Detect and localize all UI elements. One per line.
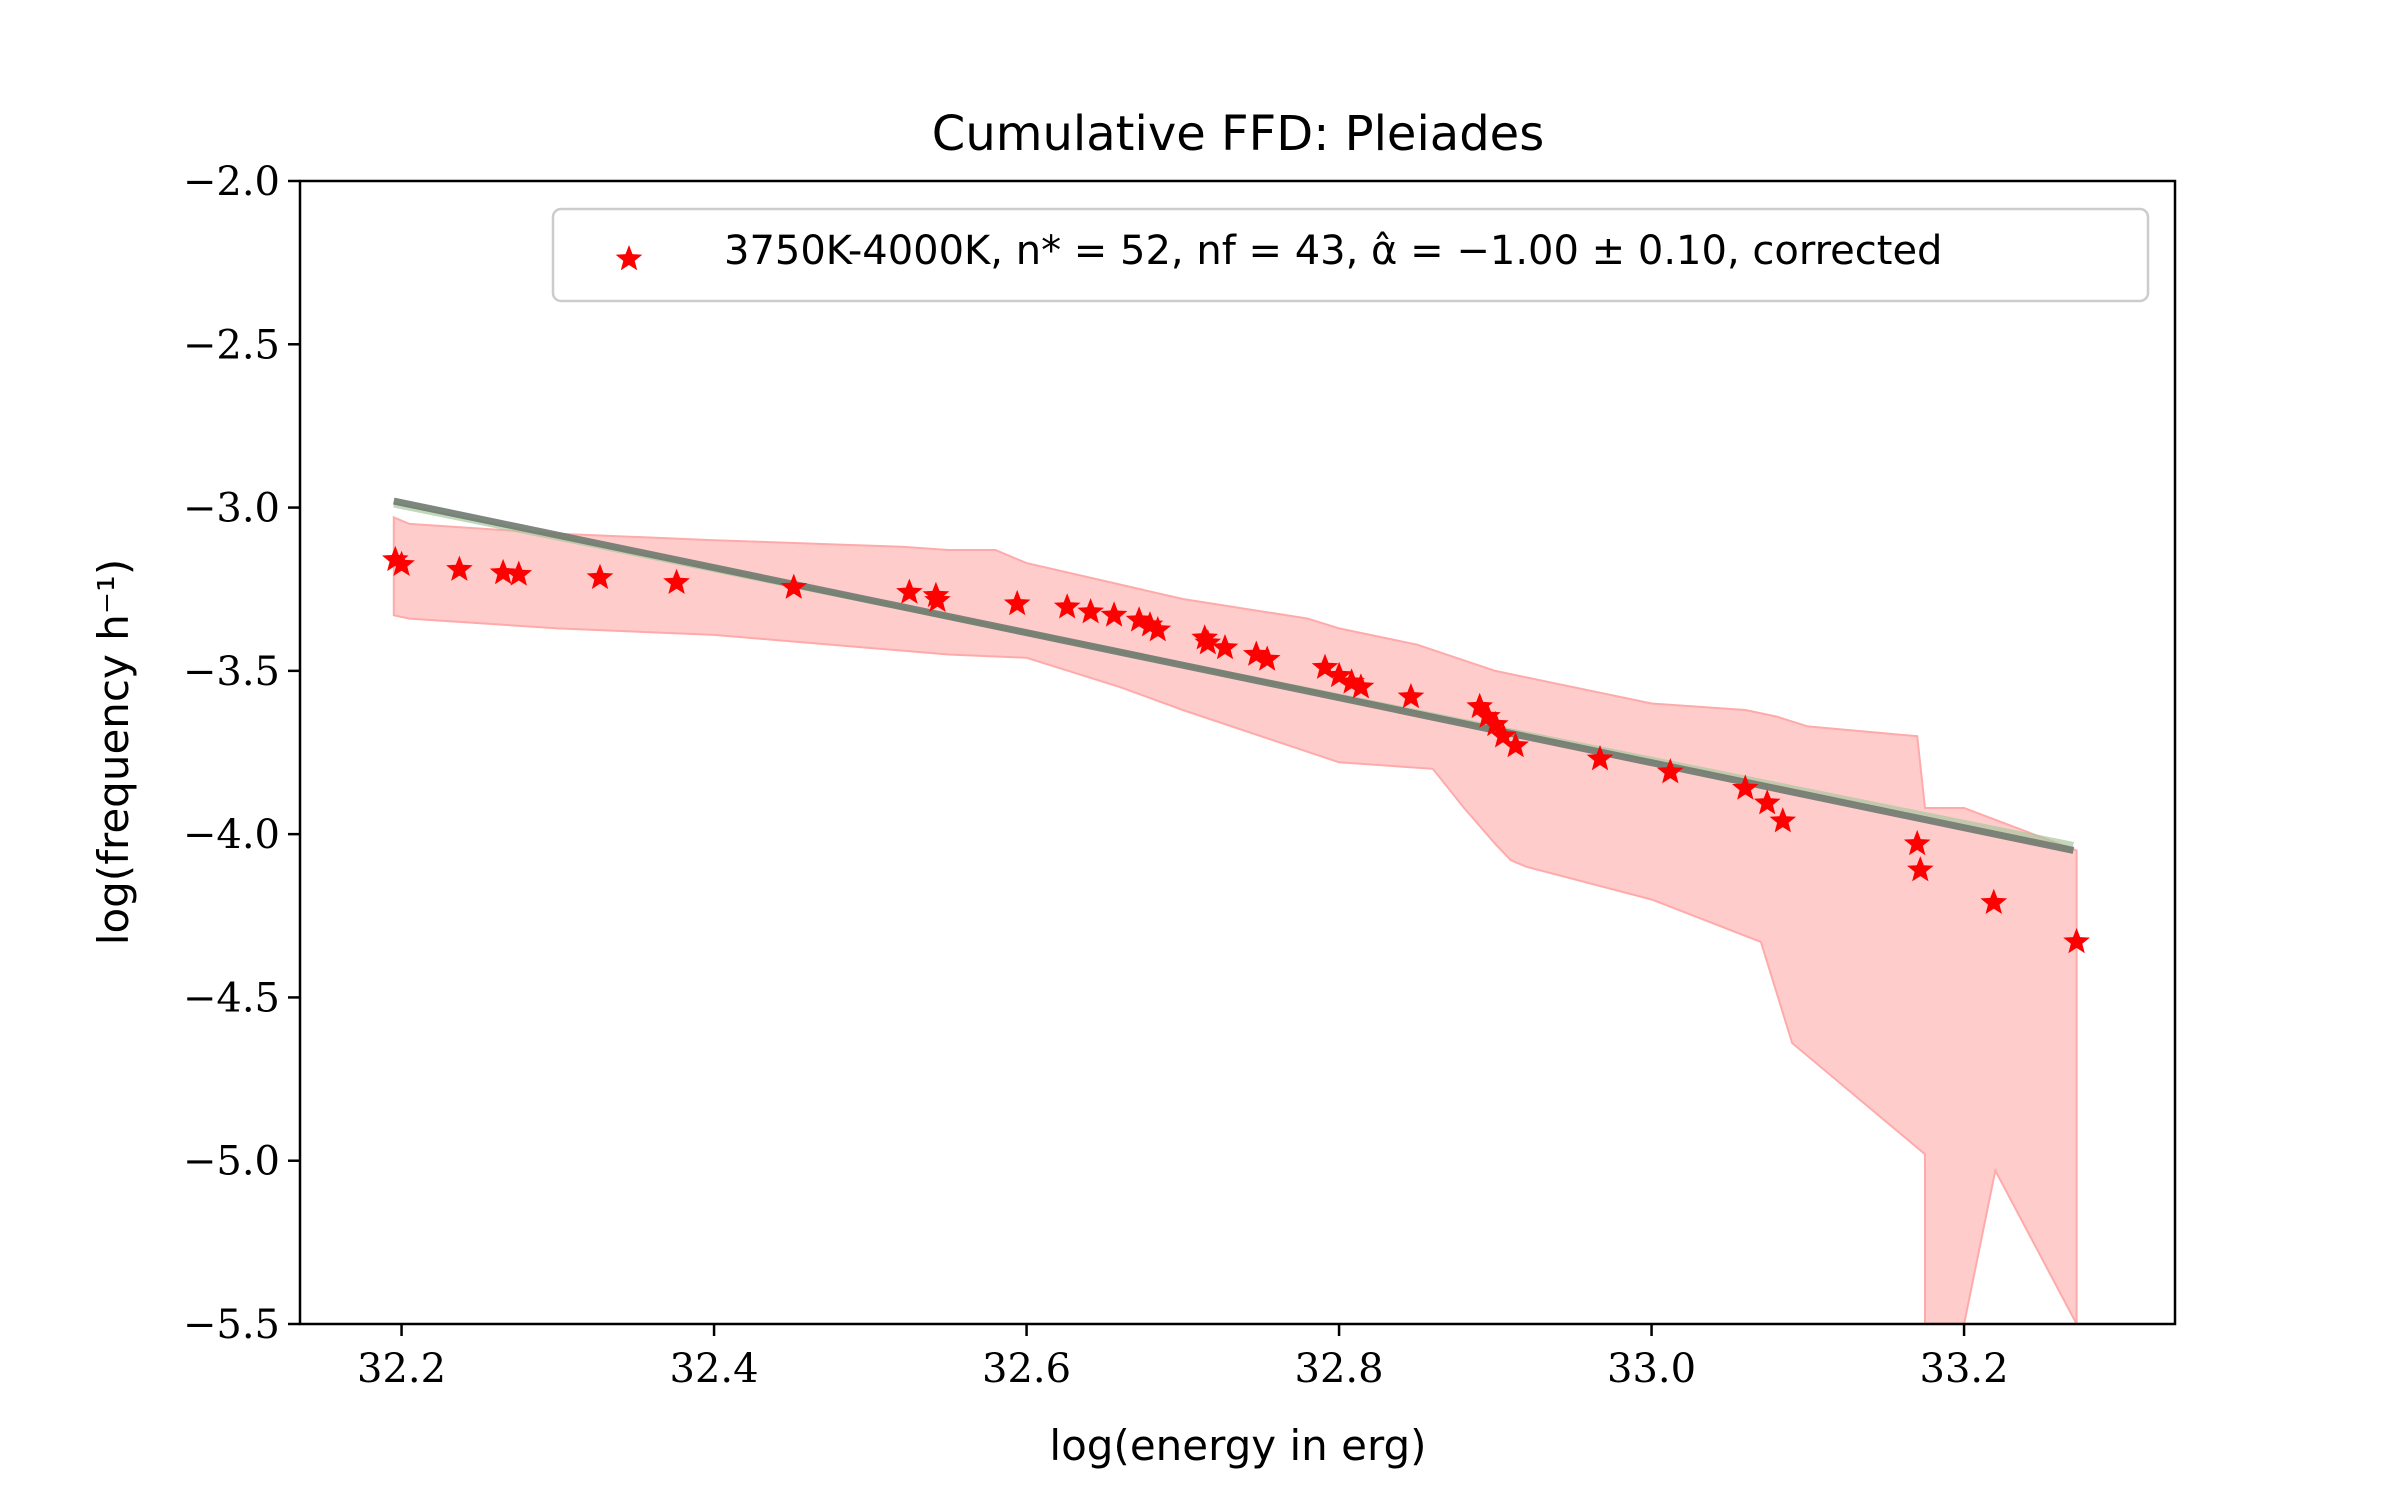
legend-box [551,207,2150,303]
y-tick-label: −5.0 [183,1139,280,1185]
data-point-star [1347,673,1375,699]
data-point-star [1903,829,1931,856]
data-point-star [382,545,409,572]
points-layer [382,545,2090,954]
data-point-star [1753,789,1781,815]
plot-frame [298,179,2177,1326]
data-point-star [1502,732,1529,758]
power-law-fit-line [393,497,2075,854]
x-tick-label: 32.4 [670,1346,759,1392]
legend: 3750K-4000K, n* = 52, nf = 43, α̂ = −1.0… [551,207,2150,303]
y-tick-label: −4.0 [183,812,280,858]
y-axis: −2.0 −2.5 −3.0 −3.5 −4.0 −4.5 −5.0 −5.5 [183,159,300,1348]
data-point-star [489,558,517,585]
fit-layer [393,497,2075,854]
legend-label: 3750K-4000K, n* = 52, nf = 43, α̂ = −1.0… [724,228,1942,274]
data-point-star [446,555,473,581]
data-point-star [1136,611,1164,637]
data-point-star [586,563,614,590]
y-tick-label: −3.5 [183,649,280,695]
data-point-star [1125,606,1153,632]
x-tick-label: 33.0 [1607,1346,1696,1392]
data-point-star [1053,593,1081,619]
uncertainty-band [392,515,2078,1324]
data-point-star [1907,856,1934,882]
y-axis-label: log(frequency h⁻¹) [89,559,138,945]
data-point-star [1397,683,1425,709]
data-point-star [1474,702,1501,728]
data-point-star [663,568,690,594]
data-point-star [1489,722,1517,748]
y-tick-label: −2.5 [183,322,280,368]
x-tick-label: 33.2 [1920,1346,2009,1392]
chart-title: Cumulative FFD: Pleiades [932,106,1544,162]
data-point-star [1586,745,1614,771]
band-layer [392,515,2078,1324]
data-point-star [1003,589,1031,616]
data-point-star [1338,668,1365,694]
data-point-star [1732,774,1759,800]
data-point-star [1100,601,1128,627]
data-point-star [1242,640,1270,666]
y-tick-label: −2.0 [183,159,280,205]
y-tick-label: −3.0 [183,486,280,532]
data-point-star [388,550,415,576]
data-point-star [2063,927,2090,954]
data-point-star [924,586,951,612]
data-point-star [1311,653,1339,679]
x-tick-label: 32.2 [357,1346,446,1392]
data-point-star [1253,645,1281,671]
x-axis: 32.2 32.4 32.6 32.8 33.0 33.2 [357,1324,2009,1392]
data-point-star [1077,598,1104,624]
data-point-star [1191,624,1218,650]
data-point-star [1194,629,1222,655]
x-tick-label: 32.8 [1295,1346,1384,1392]
data-point-star [1211,634,1239,660]
data-point-star [1769,807,1797,833]
data-point-star [1144,616,1172,642]
data-point-star [1325,661,1353,688]
y-tick-label: −4.5 [183,975,280,1021]
data-point-star [505,560,533,586]
data-point-star [1657,758,1684,784]
data-point-star [780,573,808,599]
data-point-star [896,578,923,604]
x-axis-label: log(energy in erg) [1049,1421,1426,1470]
data-point-star [1466,692,1493,719]
data-point-star [1482,710,1509,737]
y-tick-label: −5.5 [183,1302,280,1348]
x-tick-label: 32.6 [982,1346,1071,1392]
data-point-star [1980,888,2008,914]
legend-star-marker [615,245,643,271]
